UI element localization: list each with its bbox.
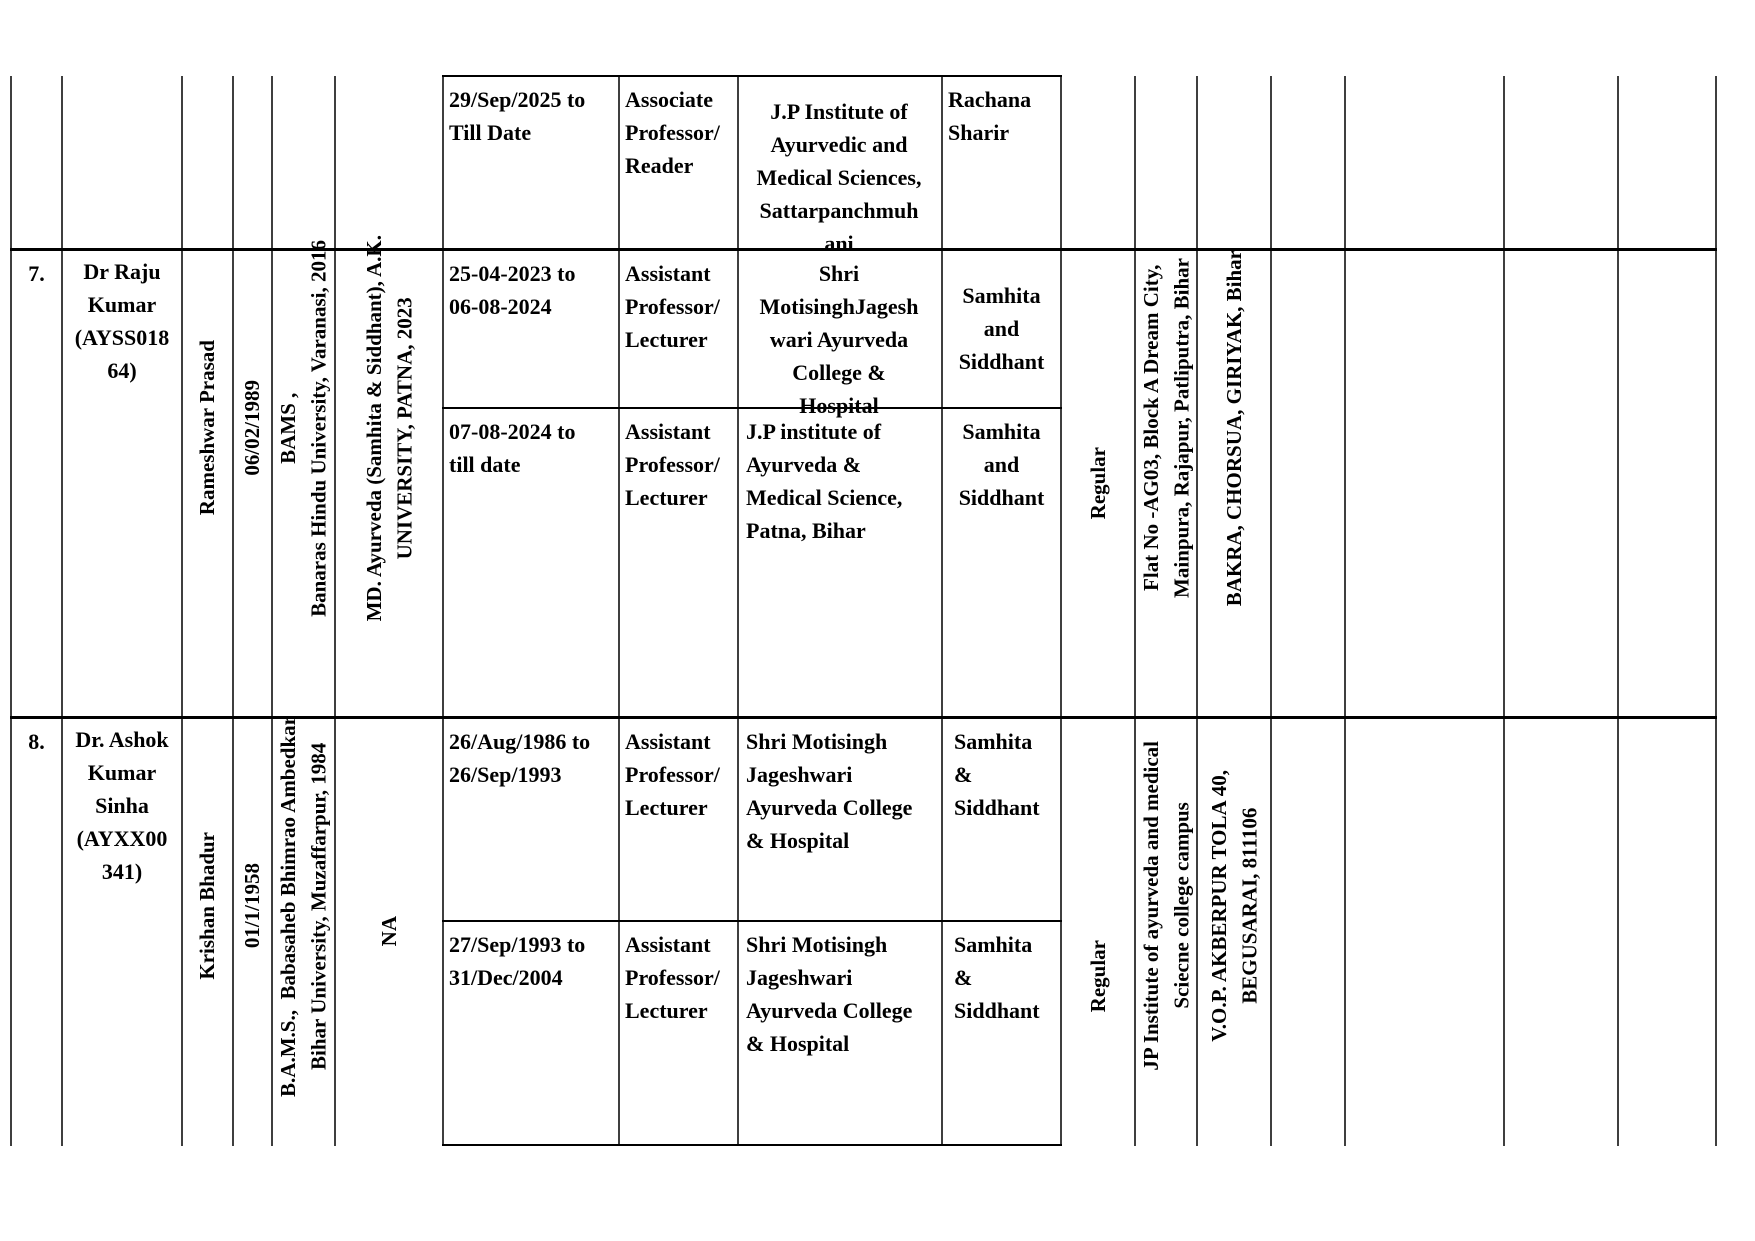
grid-vline-institute-subject — [941, 76, 943, 1146]
row8-faculty-name: Dr. Ashok Kumar Sinha (AYXX00 341) — [75, 727, 169, 884]
row8-serial-number: 8. — [28, 729, 45, 754]
row8-experience1-designation: Assistant Professor/ Lecturer — [625, 729, 720, 820]
row8-nature-of-appointment: Regular — [1085, 939, 1110, 1013]
row7-date-of-birth-cell: 06/02/1989 — [233, 250, 272, 716]
grid-vline-period-designation — [618, 76, 620, 1146]
row7-pg-qualification: MD. Ayurveda (Samhita & Siddhant), A.K. … — [361, 234, 416, 622]
row7-experience2-institute: J.P institute of Ayurveda & Medical Scie… — [746, 419, 903, 543]
row8-date-of-birth-cell: 01/1/1958 — [233, 718, 272, 1144]
row8-pg-qualification: NA — [376, 915, 401, 947]
grid-vline-address2-col14 — [1270, 76, 1272, 1146]
row8-experience2-designation: Assistant Professor/ Lecturer — [625, 932, 720, 1023]
row8-permanent-address-cell: V.O.P. AKBERPUR TOLA 40, BEGUSARAI, 8111… — [1197, 718, 1271, 1144]
row8-pg-qualification-cell: NA — [335, 718, 443, 1144]
row8-experience2-subject: Samhita & Siddhant — [954, 932, 1040, 1023]
row8-experience1-period: 26/Aug/1986 to 26/Sep/1993 — [449, 729, 591, 787]
grid-vline-pg-period — [442, 76, 444, 1146]
row7-current-address-cell: Flat No -AG03, Block A Dream City, Mainp… — [1135, 250, 1197, 716]
grid-vline-nature-address1 — [1134, 76, 1136, 1146]
grid-vline-col16-col17 — [1617, 76, 1619, 1146]
row7-experience2-designation: Assistant Professor/ Lecturer — [625, 419, 720, 510]
grid-vline-table-right — [1715, 76, 1717, 1146]
row6-subject: Rachana Sharir — [948, 87, 1032, 145]
grid-hline-row6-row7 — [10, 248, 1717, 251]
row8-nature-of-appointment-cell: Regular — [1061, 718, 1135, 1144]
row7-experience1-subject: Samhita and Siddhant — [958, 282, 1045, 374]
grid-vline-serial-name — [61, 76, 63, 1146]
grid-vline-dob-ug — [271, 76, 273, 1146]
row7-experience1-designation: Assistant Professor/ Lecturer — [625, 261, 720, 352]
row8-ug-qualification-cell: B.A.M.S., Babasaheb Bhimrao Ambedkar Bih… — [272, 715, 335, 1144]
grid-vline-ug-pg — [334, 76, 336, 1146]
row8-current-address-cell: JP Institute of ayurveda and medical Sci… — [1135, 718, 1197, 1144]
row8-ug-qualification: B.A.M.S., Babasaheb Bhimrao Ambedkar Bih… — [276, 715, 331, 1097]
row8-current-address: JP Institute of ayurveda and medical Sci… — [1138, 741, 1193, 1071]
row7-nature-of-appointment-cell: Regular — [1061, 250, 1135, 716]
row7-pg-qualification-cell: MD. Ayurveda (Samhita & Siddhant), A.K. … — [335, 235, 443, 716]
row7-faculty-name: Dr Raju Kumar (AYSS018 64) — [74, 259, 170, 383]
row8-permanent-address: V.O.P. AKBERPUR TOLA 40, BEGUSARAI, 8111… — [1206, 770, 1261, 1042]
grid-vline-father-dob — [232, 76, 234, 1146]
grid-vline-col14-col15 — [1344, 76, 1346, 1146]
row7-permanent-address-cell: BAKRA, CHORSUA, GIRIYAK, Bihar — [1197, 250, 1271, 716]
row8-father-name-cell: Krishan Bhadur — [182, 718, 233, 1144]
grid-hline-page-bottom — [442, 1144, 1062, 1146]
row7-nature-of-appointment: Regular — [1085, 446, 1110, 520]
grid-vline-name-father — [181, 76, 183, 1146]
row8-experience2-period: 27/Sep/1993 to 31/Dec/2004 — [449, 932, 586, 990]
row8-experience1-institute: Shri Motisingh Jageshwari Ayurveda Colle… — [746, 729, 913, 853]
row7-experience2-subject: Samhita and Siddhant — [958, 419, 1045, 510]
row6-institute: J.P Institute of Ayurvedic and Medical S… — [756, 99, 922, 256]
row7-serial-number: 7. — [28, 261, 45, 286]
grid-hline-page-top — [442, 75, 1062, 77]
row7-father-name: Rameshwar Prasad — [195, 340, 220, 516]
row6-designation: Associate Professor/ Reader — [625, 87, 720, 178]
row6-experience-period: 29/Sep/2025 to Till Date — [449, 87, 586, 145]
row7-ug-qualification: BAMS , Banaras Hindu University, Varanas… — [276, 239, 331, 617]
grid-vline-designation-institute — [737, 76, 739, 1146]
grid-hline-row7-subsplit — [442, 407, 1062, 409]
row8-date-of-birth: 01/1/1958 — [240, 863, 265, 949]
row7-experience2-period: 07-08-2024 to till date — [449, 419, 576, 477]
row7-experience1-period: 25-04-2023 to 06-08-2024 — [449, 261, 576, 319]
row8-experience2-institute: Shri Motisingh Jageshwari Ayurveda Colle… — [746, 932, 913, 1056]
grid-hline-row7-row8 — [10, 716, 1717, 719]
grid-vline-subject-nature — [1060, 76, 1062, 1146]
grid-vline-address1-address2 — [1196, 76, 1198, 1146]
row8-father-name: Krishan Bhadur — [195, 832, 220, 980]
row8-experience1-subject: Samhita & Siddhant — [954, 729, 1040, 820]
row7-permanent-address: BAKRA, CHORSUA, GIRIYAK, Bihar — [1221, 249, 1246, 607]
row7-date-of-birth: 06/02/1989 — [240, 380, 265, 476]
grid-vline-table-left — [10, 76, 12, 1146]
row7-father-name-cell: Rameshwar Prasad — [182, 250, 233, 716]
row7-experience1-institute: Shri MotisinghJagesh wari Ayurveda Colle… — [759, 261, 919, 418]
row7-current-address: Flat No -AG03, Block A Dream City, Mainp… — [1138, 258, 1193, 598]
row7-ug-qualification-cell: BAMS , Banaras Hindu University, Varanas… — [272, 240, 335, 716]
grid-vline-col15-col16 — [1503, 76, 1505, 1146]
grid-hline-row8-subsplit — [442, 920, 1062, 922]
